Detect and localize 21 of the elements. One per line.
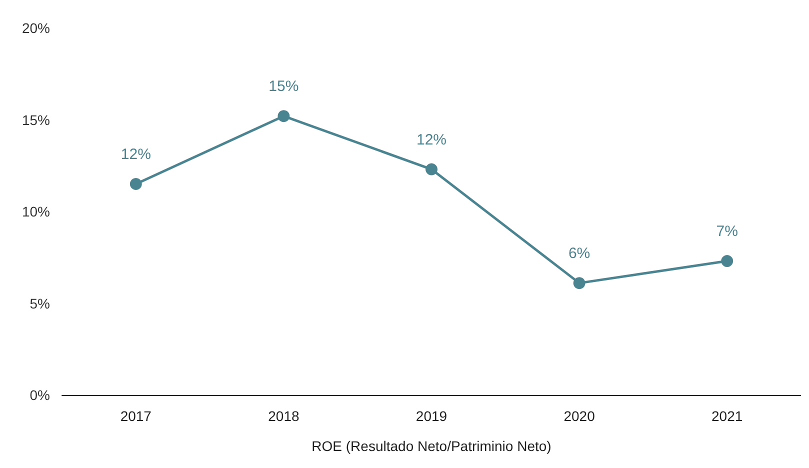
x-axis-title: ROE (Resultado Neto/Patriminio Neto) <box>312 438 552 454</box>
x-tick-label: 2018 <box>268 408 300 424</box>
y-tick-label: 10% <box>22 204 50 220</box>
x-tick-label: 2019 <box>416 408 448 424</box>
x-tick-label: 2017 <box>120 408 152 424</box>
data-label: 7% <box>716 223 738 240</box>
y-tick-label: 0% <box>30 387 50 403</box>
data-label: 6% <box>568 245 590 262</box>
point <box>278 110 290 122</box>
y-tick-label: 20% <box>22 20 50 36</box>
data-label: 12% <box>120 146 151 163</box>
data-label: 15% <box>268 78 299 96</box>
point <box>130 178 142 190</box>
x-tick-label: 2020 <box>564 408 596 424</box>
point <box>573 277 586 290</box>
x-tick-label: 2021 <box>712 408 743 424</box>
y-tick-label: 15% <box>22 112 50 128</box>
y-tick-label: 5% <box>30 295 50 312</box>
data-label: 12% <box>416 131 447 148</box>
point <box>721 255 734 268</box>
point <box>426 163 438 176</box>
